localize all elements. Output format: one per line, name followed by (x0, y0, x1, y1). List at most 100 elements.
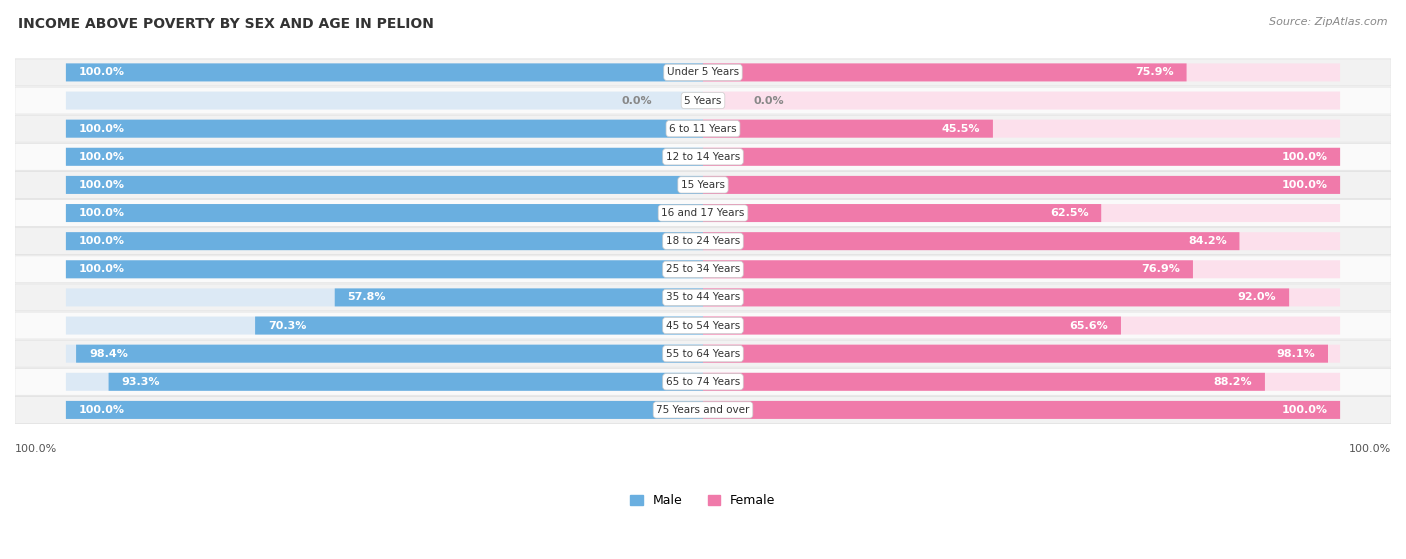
Text: 100.0%: 100.0% (79, 180, 125, 190)
FancyBboxPatch shape (703, 373, 1340, 391)
FancyBboxPatch shape (66, 204, 703, 222)
FancyBboxPatch shape (66, 316, 703, 334)
FancyBboxPatch shape (703, 120, 993, 138)
FancyBboxPatch shape (703, 401, 1340, 419)
FancyBboxPatch shape (66, 120, 703, 138)
FancyBboxPatch shape (703, 345, 1329, 363)
Text: 0.0%: 0.0% (754, 96, 785, 106)
Text: Under 5 Years: Under 5 Years (666, 68, 740, 77)
Text: 88.2%: 88.2% (1213, 377, 1253, 387)
FancyBboxPatch shape (703, 288, 1289, 306)
Text: 70.3%: 70.3% (269, 320, 307, 330)
Text: 84.2%: 84.2% (1188, 236, 1226, 246)
FancyBboxPatch shape (15, 200, 1391, 226)
FancyBboxPatch shape (703, 373, 1265, 391)
Text: 45.5%: 45.5% (942, 124, 980, 134)
FancyBboxPatch shape (66, 120, 703, 138)
FancyBboxPatch shape (335, 288, 703, 306)
Text: 55 to 64 Years: 55 to 64 Years (666, 349, 740, 359)
FancyBboxPatch shape (15, 340, 1391, 367)
FancyBboxPatch shape (703, 148, 1340, 166)
FancyBboxPatch shape (66, 148, 703, 166)
FancyBboxPatch shape (66, 204, 703, 222)
FancyBboxPatch shape (703, 260, 1340, 278)
Text: 6 to 11 Years: 6 to 11 Years (669, 124, 737, 134)
Text: 25 to 34 Years: 25 to 34 Years (666, 264, 740, 274)
FancyBboxPatch shape (15, 143, 1391, 170)
FancyBboxPatch shape (703, 176, 1340, 194)
Text: 65.6%: 65.6% (1070, 320, 1108, 330)
FancyBboxPatch shape (703, 176, 1340, 194)
FancyBboxPatch shape (66, 92, 703, 110)
Text: 98.1%: 98.1% (1277, 349, 1315, 359)
Text: 35 to 44 Years: 35 to 44 Years (666, 292, 740, 302)
FancyBboxPatch shape (66, 345, 703, 363)
Text: 75 Years and over: 75 Years and over (657, 405, 749, 415)
Text: 18 to 24 Years: 18 to 24 Years (666, 236, 740, 246)
Text: 75.9%: 75.9% (1135, 68, 1174, 77)
Text: 100.0%: 100.0% (79, 152, 125, 162)
FancyBboxPatch shape (703, 232, 1240, 250)
FancyBboxPatch shape (703, 260, 1192, 278)
Text: 100.0%: 100.0% (1348, 444, 1391, 454)
FancyBboxPatch shape (703, 232, 1340, 250)
FancyBboxPatch shape (66, 288, 703, 306)
FancyBboxPatch shape (66, 63, 703, 82)
FancyBboxPatch shape (66, 63, 703, 82)
Text: 100.0%: 100.0% (79, 236, 125, 246)
FancyBboxPatch shape (66, 373, 703, 391)
FancyBboxPatch shape (703, 401, 1340, 419)
FancyBboxPatch shape (703, 345, 1340, 363)
Text: 98.4%: 98.4% (89, 349, 128, 359)
Text: 15 Years: 15 Years (681, 180, 725, 190)
FancyBboxPatch shape (76, 345, 703, 363)
Text: 65 to 74 Years: 65 to 74 Years (666, 377, 740, 387)
FancyBboxPatch shape (703, 120, 1340, 138)
Text: 100.0%: 100.0% (79, 208, 125, 218)
FancyBboxPatch shape (66, 232, 703, 250)
FancyBboxPatch shape (15, 396, 1391, 423)
FancyBboxPatch shape (66, 260, 703, 278)
FancyBboxPatch shape (703, 92, 1340, 110)
Text: 100.0%: 100.0% (79, 68, 125, 77)
Legend: Male, Female: Male, Female (626, 489, 780, 512)
FancyBboxPatch shape (703, 63, 1187, 82)
FancyBboxPatch shape (15, 172, 1391, 198)
Text: 62.5%: 62.5% (1050, 208, 1088, 218)
FancyBboxPatch shape (66, 232, 703, 250)
FancyBboxPatch shape (66, 176, 703, 194)
FancyBboxPatch shape (703, 316, 1340, 334)
FancyBboxPatch shape (703, 316, 1121, 334)
FancyBboxPatch shape (15, 228, 1391, 255)
FancyBboxPatch shape (703, 204, 1101, 222)
FancyBboxPatch shape (66, 260, 703, 278)
Text: 5 Years: 5 Years (685, 96, 721, 106)
Text: 57.8%: 57.8% (347, 292, 387, 302)
FancyBboxPatch shape (15, 312, 1391, 339)
FancyBboxPatch shape (66, 176, 703, 194)
FancyBboxPatch shape (108, 373, 703, 391)
FancyBboxPatch shape (15, 59, 1391, 86)
Text: 100.0%: 100.0% (79, 405, 125, 415)
FancyBboxPatch shape (15, 87, 1391, 114)
FancyBboxPatch shape (15, 368, 1391, 395)
Text: 100.0%: 100.0% (1281, 405, 1327, 415)
Text: 76.9%: 76.9% (1142, 264, 1180, 274)
Text: 100.0%: 100.0% (79, 264, 125, 274)
Text: 100.0%: 100.0% (1281, 180, 1327, 190)
FancyBboxPatch shape (703, 148, 1340, 166)
FancyBboxPatch shape (703, 288, 1340, 306)
Text: INCOME ABOVE POVERTY BY SEX AND AGE IN PELION: INCOME ABOVE POVERTY BY SEX AND AGE IN P… (18, 17, 434, 31)
Text: 100.0%: 100.0% (1281, 152, 1327, 162)
Text: 16 and 17 Years: 16 and 17 Years (661, 208, 745, 218)
FancyBboxPatch shape (15, 284, 1391, 311)
Text: 45 to 54 Years: 45 to 54 Years (666, 320, 740, 330)
FancyBboxPatch shape (15, 256, 1391, 283)
Text: 92.0%: 92.0% (1237, 292, 1277, 302)
FancyBboxPatch shape (15, 115, 1391, 142)
FancyBboxPatch shape (703, 63, 1340, 82)
Text: Source: ZipAtlas.com: Source: ZipAtlas.com (1270, 17, 1388, 27)
FancyBboxPatch shape (254, 316, 703, 334)
FancyBboxPatch shape (66, 148, 703, 166)
FancyBboxPatch shape (66, 401, 703, 419)
